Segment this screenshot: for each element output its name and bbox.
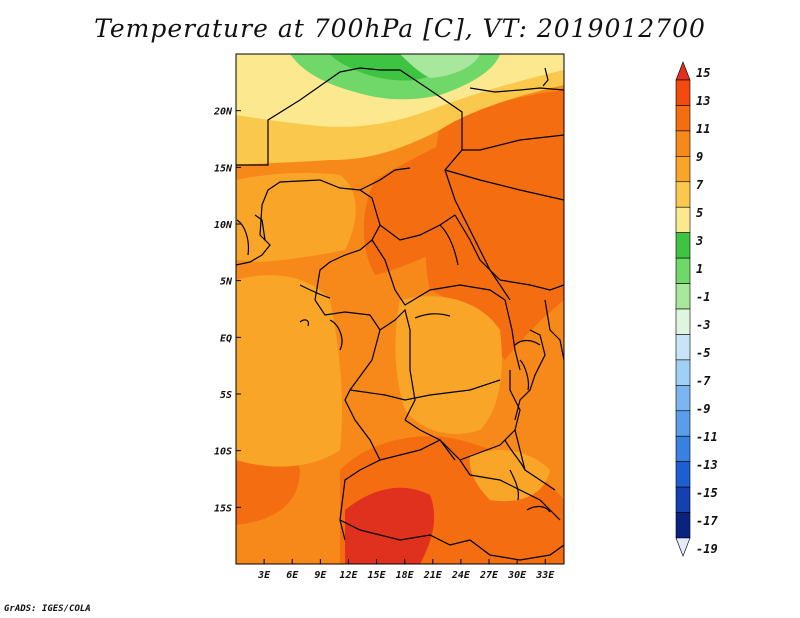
colorbar-swatch <box>675 410 691 437</box>
colorbar-label: 3 <box>695 234 703 248</box>
grads-credit: GrADS: IGES/COLA <box>4 604 91 614</box>
x-tick-label: 3E <box>257 570 271 581</box>
colorbar-label: -1 <box>696 290 710 304</box>
colorbar-label: 9 <box>696 150 703 164</box>
colorbar-label: 15 <box>696 66 710 80</box>
colorbar-label: 13 <box>696 94 710 108</box>
colorbar-top-arrow <box>675 61 691 81</box>
x-tick-label: 12E <box>339 570 358 581</box>
colorbar-swatch <box>675 385 691 412</box>
colorbar-swatch <box>675 435 691 462</box>
y-tick-label: 15S <box>214 503 232 514</box>
colorbar-label: 1 <box>696 262 703 276</box>
y-tick-label: 20N <box>213 107 233 118</box>
colorbar-label: -13 <box>696 458 718 472</box>
colorbar: 15 13 11 9 7 5 3 1 -1 -3 -5 -7 -9 -11 -13 -15 -17 -19 <box>675 61 718 557</box>
colorbar-bottom-arrow <box>675 537 691 557</box>
y-axis: 20N 15N 10N 5N EQ 5S 10S 15S <box>213 107 241 514</box>
x-tick-label: 27E <box>479 570 499 581</box>
temperature-field <box>236 54 564 564</box>
colorbar-swatch <box>675 206 691 233</box>
y-tick-label: 15N <box>214 163 233 174</box>
country-borders <box>236 67 564 561</box>
x-tick-label: 24E <box>451 570 471 581</box>
map-frame <box>235 53 565 565</box>
chart-title: Temperature at 700hPa [C], VT: 201901270… <box>94 14 706 43</box>
y-tick-label: 10N <box>214 220 233 231</box>
colorbar-swatch <box>675 283 691 310</box>
x-axis: 3E 6E 9E 12E 15E 18E 21E 24E 27E 30E 33E <box>257 559 555 581</box>
colorbar-swatch <box>675 79 691 106</box>
colorbar-swatch <box>675 257 691 284</box>
x-tick-label: 18E <box>396 570 415 581</box>
x-tick-label: 33E <box>535 570 555 581</box>
colorbar-swatch <box>675 486 691 513</box>
colorbar-swatch <box>675 181 691 208</box>
colorbar-label: -11 <box>696 430 718 444</box>
colorbar-label: -9 <box>696 402 710 416</box>
colorbar-swatch <box>675 461 691 488</box>
colorbar-label: -5 <box>696 346 710 360</box>
x-tick-label: 9E <box>314 570 327 581</box>
x-tick-label: 6E <box>286 570 299 581</box>
colorbar-label: -15 <box>696 486 718 500</box>
colorbar-label: 5 <box>696 206 703 220</box>
colorbar-label: 11 <box>696 122 710 136</box>
colorbar-label: -17 <box>696 514 718 528</box>
y-tick-label: 5S <box>220 390 232 401</box>
colorbar-swatch <box>675 130 691 157</box>
colorbar-label: 7 <box>696 178 704 192</box>
colorbar-swatch <box>675 156 691 183</box>
colorbar-swatch <box>675 359 691 386</box>
colorbar-swatch <box>675 334 691 361</box>
x-tick-label: 21E <box>423 570 443 581</box>
y-tick-label: 10S <box>214 447 232 458</box>
colorbar-swatch <box>675 512 691 539</box>
colorbar-swatch <box>675 232 691 259</box>
y-tick-label: 5N <box>220 277 233 288</box>
y-tick-label: EQ <box>220 333 232 344</box>
x-tick-label: 15E <box>368 570 387 581</box>
x-tick-label: 30E <box>507 570 527 581</box>
colorbar-label: -7 <box>696 374 711 388</box>
colorbar-label: -3 <box>696 318 710 332</box>
colorbar-swatch <box>675 308 691 335</box>
colorbar-label: -19 <box>696 542 718 556</box>
colorbar-swatch <box>675 105 691 132</box>
